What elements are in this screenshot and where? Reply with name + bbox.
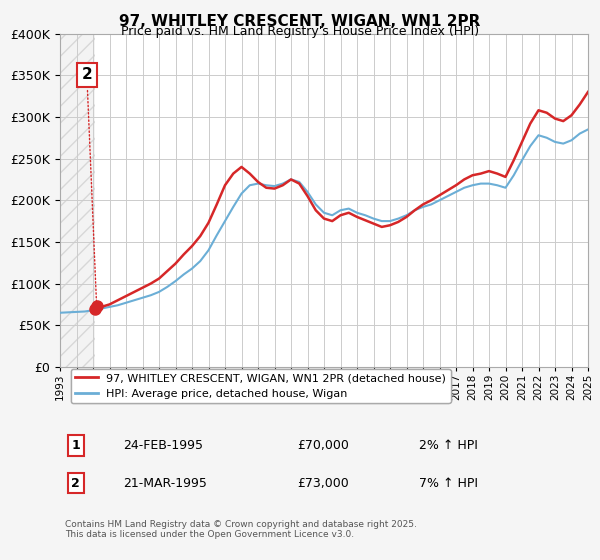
Legend: 97, WHITLEY CRESCENT, WIGAN, WN1 2PR (detached house), HPI: Average price, detac: 97, WHITLEY CRESCENT, WIGAN, WN1 2PR (de… (71, 368, 451, 403)
Text: 97, WHITLEY CRESCENT, WIGAN, WN1 2PR: 97, WHITLEY CRESCENT, WIGAN, WN1 2PR (119, 14, 481, 29)
Text: 2: 2 (82, 67, 97, 304)
Text: £70,000: £70,000 (298, 439, 349, 452)
Text: 2% ↑ HPI: 2% ↑ HPI (419, 439, 478, 452)
Text: 24-FEB-1995: 24-FEB-1995 (124, 439, 203, 452)
Text: £73,000: £73,000 (298, 477, 349, 489)
Text: 7% ↑ HPI: 7% ↑ HPI (419, 477, 478, 489)
Text: 1: 1 (71, 439, 80, 452)
Text: Contains HM Land Registry data © Crown copyright and database right 2025.
This d: Contains HM Land Registry data © Crown c… (65, 520, 417, 539)
Text: 21-MAR-1995: 21-MAR-1995 (124, 477, 207, 489)
Text: Price paid vs. HM Land Registry's House Price Index (HPI): Price paid vs. HM Land Registry's House … (121, 25, 479, 38)
Text: 2: 2 (71, 477, 80, 489)
Bar (60, 34, 95, 367)
